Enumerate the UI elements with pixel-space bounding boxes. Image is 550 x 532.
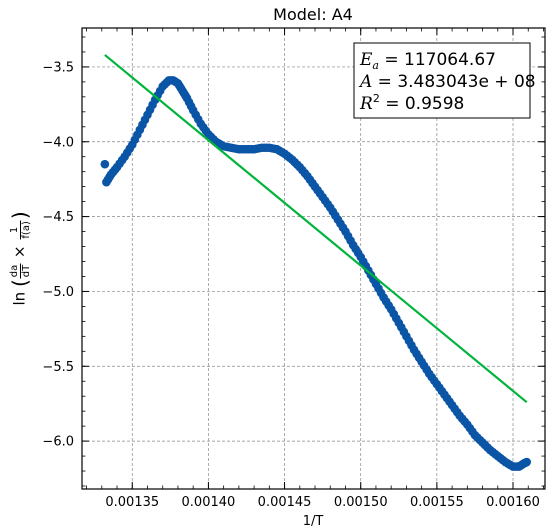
x-tick-label: 0.00155 <box>410 495 464 510</box>
r2-symbol: R <box>359 94 373 114</box>
fit-annotation: Ea = 117064.67 A = 3.483043e + 08 R2 = 0… <box>353 42 536 119</box>
y-label-fraction-da-dt: da dT <box>8 263 32 279</box>
x-tick-label: 0.00145 <box>258 495 312 510</box>
plot-data <box>100 54 532 471</box>
ea-symbol: E <box>359 50 373 70</box>
x-tick-labels: 0.00135 0.00140 0.00145 0.00150 0.00155 0.001… <box>105 495 540 510</box>
x-axis-label: 1/T <box>303 514 324 529</box>
data-point <box>100 159 110 169</box>
annotation-box <box>353 42 531 119</box>
r2-value: = 0.9598 <box>380 94 465 114</box>
x-tick-label: 0.00150 <box>334 495 388 510</box>
a-symbol: A <box>358 72 372 92</box>
ticks <box>82 28 545 489</box>
y-label-fraction-1-fa: 1 f(a) <box>8 220 32 240</box>
y-tick-label: −3.5 <box>42 60 74 75</box>
svg-text:A = 3.483043e + 08: A = 3.483043e + 08 <box>358 72 536 92</box>
y-tick-labels: −6.0 −5.5 −5.0 −4.5 −4.0 −3.5 <box>42 60 74 449</box>
y-tick-label: −4.0 <box>42 135 74 150</box>
r2-superscript: 2 <box>373 92 380 105</box>
y-label-ln: ln <box>10 291 29 306</box>
data-point <box>522 457 532 467</box>
y-tick-label: −4.5 <box>42 210 74 225</box>
fit-line <box>104 54 528 404</box>
x-tick-label: 0.00135 <box>105 495 159 510</box>
a-value: = 3.483043e + 08 <box>372 72 535 92</box>
chart-title: Model: A4 <box>273 5 353 24</box>
svg-text:Ea = 117064.67: Ea = 117064.67 <box>359 50 496 72</box>
ea-subscript: a <box>372 59 379 72</box>
y-label-times: × <box>10 245 29 258</box>
svg-text:R2 = 0.9598: R2 = 0.9598 <box>359 92 464 114</box>
y-tick-label: −5.5 <box>42 360 74 375</box>
y-axis-label: ln (da dT × 1 f(a)) <box>8 211 32 306</box>
x-tick-label: 0.00160 <box>486 495 540 510</box>
ea-value: = 117064.67 <box>379 50 496 70</box>
y-tick-label: −6.0 <box>42 435 74 450</box>
y-tick-label: −5.0 <box>42 285 74 300</box>
x-tick-label: 0.00140 <box>182 495 236 510</box>
plot-frame <box>81 27 546 490</box>
